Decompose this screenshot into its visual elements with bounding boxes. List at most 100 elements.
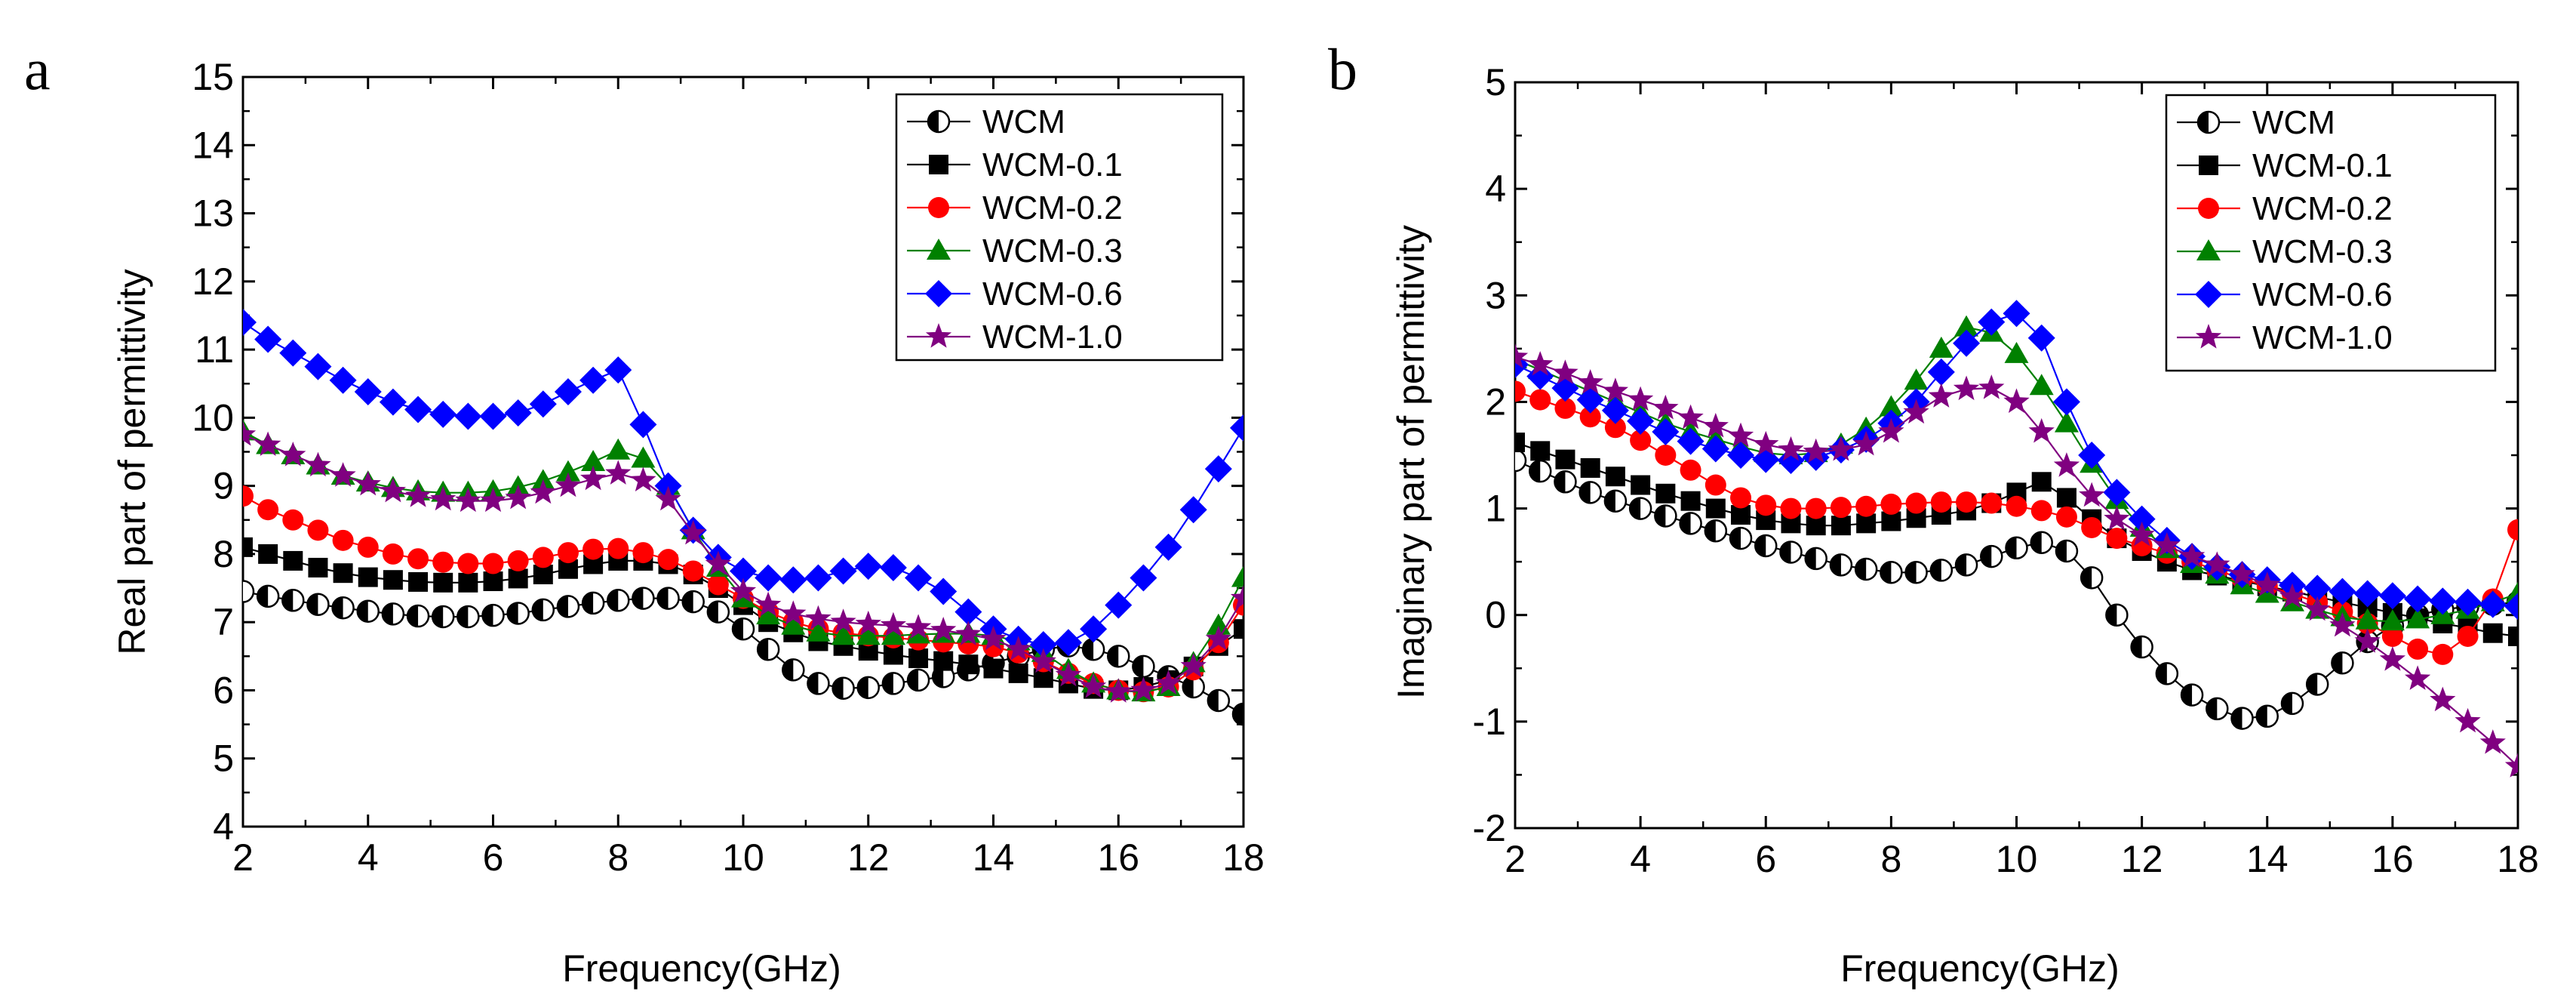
data-point [243,308,257,336]
data-point [243,485,254,507]
data-point [1853,430,1880,456]
data-point [454,402,482,430]
data-point [1880,561,1903,584]
x-tick-label: 10 [1996,838,2038,880]
x-tick-label: 12 [2121,838,2163,880]
data-point [2153,532,2180,557]
series-WCM-1.0 [1515,343,2518,778]
data-point [1628,497,1652,520]
data-point [1552,359,1578,384]
data-point [2405,665,2431,690]
data-point [2030,531,2053,554]
data-point [2329,611,2356,637]
data-point [455,487,481,513]
data-point [358,567,378,587]
legend-label: WCM [2252,104,2335,141]
data-point [257,499,279,521]
data-point [581,450,606,472]
x-tick-label: 8 [1880,838,1901,880]
data-layer [243,308,1243,726]
y-tick-label: 5 [1485,61,1506,103]
data-point [2179,543,2206,568]
data-point [1777,447,1805,475]
data-point [255,431,281,456]
y-tick-label: 8 [213,533,234,575]
data-point [1579,406,1601,428]
data-point [1180,652,1207,678]
data-point [2027,324,2055,352]
data-point [2005,536,2028,560]
data-point [2230,707,2254,730]
data-point [1680,491,1701,511]
data-point [283,550,303,571]
data-point [258,544,278,564]
data-point [905,564,933,592]
data-point [755,564,782,592]
data-point [2378,582,2406,610]
data-point [1515,380,1526,402]
data-point [2329,577,2356,605]
data-point [531,598,555,622]
data-point [2304,574,2332,602]
data-point [1130,676,1157,701]
data-point [2407,638,2429,660]
x-tick-label: 4 [358,836,379,879]
data-point [457,553,479,574]
x-axis-title-a: Frequency(GHz) [562,947,841,990]
data-point [279,339,307,367]
data-point [706,600,730,624]
data-point [2204,551,2230,576]
data-point [329,366,357,394]
data-point [1803,438,1829,464]
x-tick-label: 18 [1222,836,1265,879]
legend-label: WCM [982,103,1065,140]
data-point [730,557,757,585]
x-tick-label: 10 [722,836,764,879]
data-point [1555,449,1575,470]
data-point [2355,608,2380,630]
data-point [1679,512,1702,535]
y-tick-label: 15 [192,56,234,98]
data-point [404,396,432,423]
legend-label: WCM-1.0 [982,319,1123,356]
legend-marker [2195,281,2222,308]
data-point [1953,375,1980,401]
data-point [1155,670,1182,694]
y-tick-label: 4 [213,805,234,848]
data-point [2080,566,2104,590]
x-tick-label: 14 [973,836,1015,879]
data-point [2028,417,2055,443]
data-point [1730,487,1752,509]
data-point [1105,591,1133,619]
legend-box [895,93,1224,362]
data-point [1627,407,1655,435]
data-point [380,477,406,503]
data-point [332,529,354,551]
data-point [1154,533,1182,561]
legend-marker [927,239,951,260]
data-point [1830,497,1852,519]
data-point [1005,636,1031,661]
data-point [1205,625,1231,651]
data-point [954,598,982,626]
data-point [1780,497,1802,519]
data-point [755,591,782,617]
x-tick-label: 2 [232,836,254,879]
x-tick-label: 6 [1755,838,1776,880]
y-axis-title-a: Real part of permittivity [111,269,153,654]
data-point [1230,584,1243,610]
data-point [1231,565,1243,587]
data-point [855,610,881,636]
data-point [1528,459,1552,483]
data-point [2003,388,2030,413]
data-point [1880,493,1902,515]
data-point [508,568,528,589]
data-point [1580,457,1600,478]
data-point [307,519,329,541]
data-point [1182,675,1205,699]
x-tick-label: 12 [847,836,890,879]
data-point [406,604,430,628]
data-point [2106,528,2128,550]
data-point [1827,436,1854,461]
data-point [1753,430,1779,456]
